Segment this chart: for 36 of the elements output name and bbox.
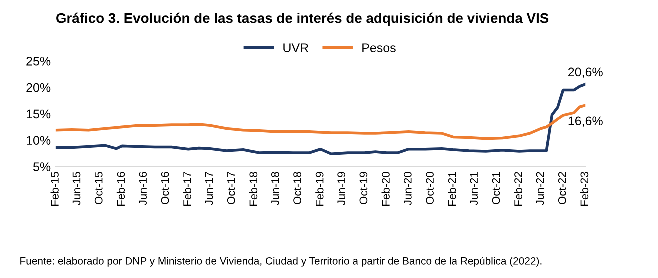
x-tick-label: Feb-21	[448, 172, 456, 206]
x-tick-label: Jun-16	[139, 172, 148, 206]
x-tick-label: Jun-18	[271, 172, 280, 206]
annotation: 16,6%	[568, 116, 603, 128]
chart-title: Gráfico 3. Evolución de las tasas de interés de adquisición de vivienda VIS	[56, 12, 549, 26]
y-tick-label: 25%	[26, 56, 51, 66]
x-tick-label: Jun-17	[205, 172, 214, 206]
x-tick-label: Feb-16	[116, 172, 126, 206]
x-tick-label: Oct-22	[558, 172, 566, 204]
x-tick-label: Oct-18	[294, 172, 302, 204]
y-tick-label: 5%	[34, 162, 51, 172]
x-tick-label: Oct-16	[161, 172, 170, 204]
source-note: Fuente: elaborado por DNP y Ministerio de Vivienda, Ciudad y Territorio a partir de Banco de la República (2022).	[20, 257, 542, 267]
x-tick-label: Jun-20	[404, 172, 412, 206]
annotation: 20,6%	[568, 68, 603, 78]
x-tick-label: Feb-17	[183, 172, 192, 206]
x-tick-label: Oct-21	[492, 172, 500, 204]
x-tick-label: Feb-18	[249, 172, 258, 206]
x-tick-label: Feb-22	[514, 172, 522, 206]
x-tick-label: Oct-20	[426, 172, 434, 204]
x-tick-label: Oct-19	[360, 172, 368, 204]
x-tick-label: Jun-15	[72, 172, 81, 206]
x-tick-label: Feb-19	[316, 172, 324, 206]
y-tick-label: 15%	[27, 110, 51, 119]
x-tick-label: Jun-21	[470, 172, 478, 206]
x-tick-label: Feb-23	[580, 172, 589, 206]
x-tick-label: Oct-17	[227, 172, 236, 204]
x-tick-label: Jun-19	[338, 172, 346, 206]
y-tick-label: 20%	[26, 83, 51, 92]
y-tick-label: 10%	[27, 136, 51, 146]
x-tick-label: Jun-22	[536, 172, 544, 206]
legend-label: Pesos	[362, 44, 396, 52]
legend-label: UVR	[284, 44, 309, 52]
x-tick-label: Oct-15	[94, 172, 103, 204]
x-tick-label: Feb-15	[50, 172, 59, 206]
x-tick-label: Feb-20	[382, 172, 390, 206]
